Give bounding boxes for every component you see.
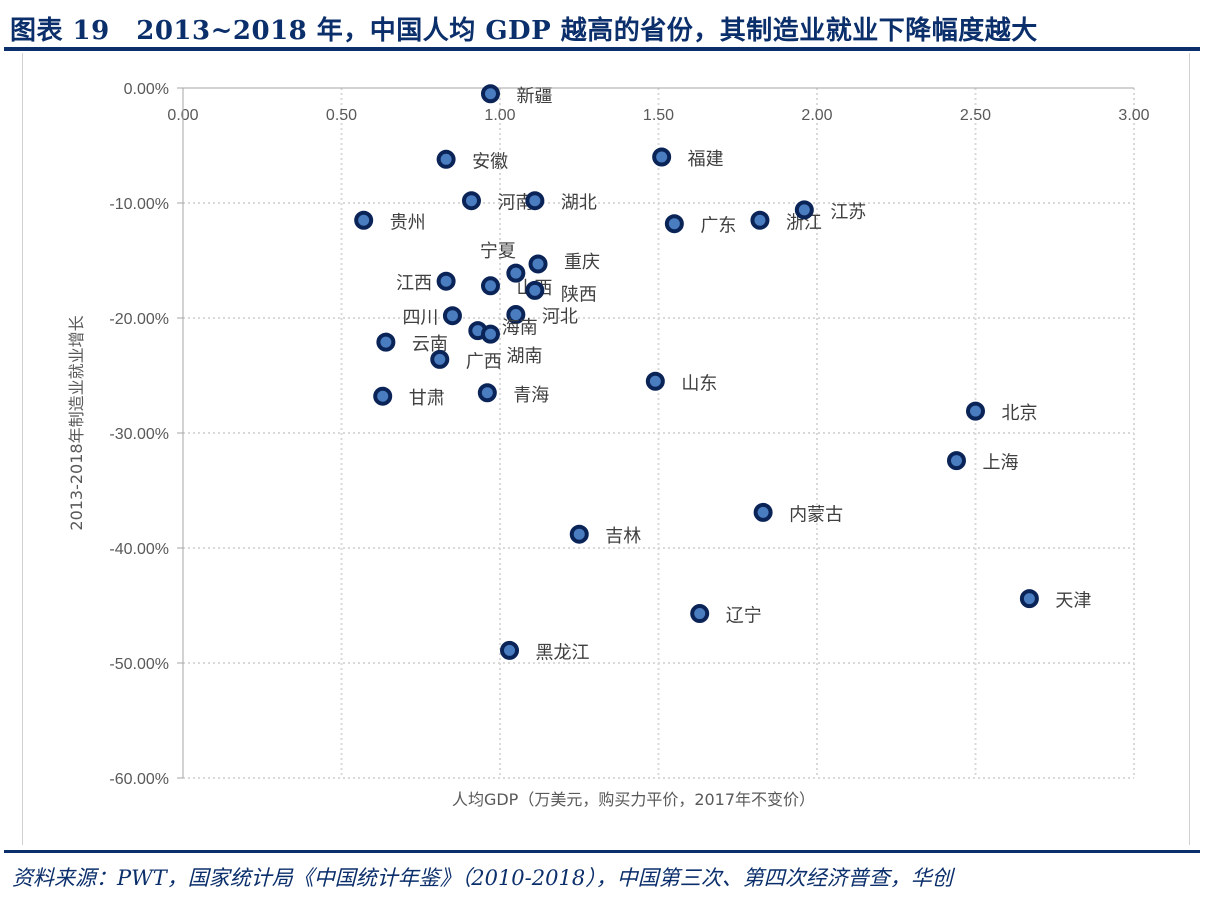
data-label: 辽宁 xyxy=(726,606,762,627)
y-axis-title: 2013-2018年制造业就业增长 xyxy=(67,315,86,530)
y-tick-label: -50.00% xyxy=(109,656,169,673)
footer-divider xyxy=(4,850,1200,853)
data-label: 天津 xyxy=(1055,591,1091,612)
data-label: 宁夏 xyxy=(480,241,516,262)
data-point xyxy=(664,214,684,234)
y-tick-label: -40.00% xyxy=(109,541,169,558)
data-label: 四川 xyxy=(402,308,438,329)
data-point xyxy=(442,306,462,326)
data-label: 福建 xyxy=(688,149,724,170)
chart-frame xyxy=(22,53,1190,845)
data-point xyxy=(1019,589,1039,609)
data-label: 新疆 xyxy=(516,86,552,107)
data-point xyxy=(373,386,393,406)
y-tick-label: -30.00% xyxy=(109,426,169,443)
data-label: 吉林 xyxy=(605,526,641,547)
x-tick-label: 1.50 xyxy=(643,107,674,124)
data-label: 浙江 xyxy=(786,212,822,233)
data-label: 山东 xyxy=(681,373,717,394)
y-tick-label: -60.00% xyxy=(109,771,169,788)
data-point xyxy=(354,210,374,230)
x-tick-label: 2.00 xyxy=(801,107,832,124)
x-tick-label: 1.00 xyxy=(484,107,515,124)
data-label: 广西 xyxy=(466,351,502,372)
data-point xyxy=(436,149,456,169)
data-point xyxy=(525,191,545,211)
data-label: 河南 xyxy=(497,193,533,214)
data-label: 海南 xyxy=(502,318,538,339)
data-label: 贵州 xyxy=(390,212,426,233)
data-label: 青海 xyxy=(513,385,549,406)
data-point xyxy=(480,324,500,344)
data-point xyxy=(569,524,589,544)
data-point xyxy=(480,84,500,104)
data-point xyxy=(477,383,497,403)
x-tick-label: 3.00 xyxy=(1118,107,1149,124)
data-label: 重庆 xyxy=(564,252,600,273)
data-point xyxy=(794,200,814,220)
data-label: 河北 xyxy=(542,307,578,328)
data-point xyxy=(525,280,545,300)
x-axis-title: 人均GDP（万美元，购买力平价，2017年不变价） xyxy=(452,790,815,809)
y-tick-label: -10.00% xyxy=(109,196,169,213)
data-label: 湖南 xyxy=(506,346,542,367)
title-divider xyxy=(4,47,1200,51)
data-point xyxy=(652,147,672,167)
figure-title: 图表 19 2013~2018 年，中国人均 GDP 越高的省份，其制造业就业下… xyxy=(10,16,1038,46)
data-point xyxy=(430,349,450,369)
data-point xyxy=(480,276,500,296)
data-label: 黑龙江 xyxy=(536,642,590,663)
data-label: 内蒙古 xyxy=(789,504,843,525)
data-point xyxy=(966,401,985,421)
data-point xyxy=(436,271,456,291)
data-label: 湖北 xyxy=(561,193,597,214)
data-label: 安徽 xyxy=(472,151,508,172)
data-point xyxy=(753,502,773,522)
data-label: 江西 xyxy=(396,273,432,294)
data-point xyxy=(500,640,520,660)
data-point xyxy=(376,332,396,352)
data-point xyxy=(528,254,548,274)
data-point xyxy=(750,210,770,230)
data-label: 陕西 xyxy=(561,284,597,305)
data-label: 云南 xyxy=(412,334,448,355)
data-point xyxy=(690,604,710,624)
data-point xyxy=(461,191,481,211)
data-label: 上海 xyxy=(982,453,1018,474)
data-label: 广东 xyxy=(700,216,736,237)
source-note: 资料来源：PWT，国家统计局《中国统计年鉴》（2010-2018），中国第三次、… xyxy=(12,866,953,890)
x-tick-label: 2.50 xyxy=(960,107,991,124)
y-tick-label: 0.00% xyxy=(124,81,169,98)
data-point xyxy=(645,371,665,391)
data-point xyxy=(946,451,966,471)
data-point xyxy=(506,263,526,283)
data-label: 甘肃 xyxy=(409,388,445,409)
x-tick-label: 0.50 xyxy=(326,107,357,124)
data-label: 江苏 xyxy=(830,202,866,223)
data-label: 北京 xyxy=(1002,403,1038,424)
y-tick-label: -20.00% xyxy=(109,311,169,328)
data-point xyxy=(506,305,526,325)
